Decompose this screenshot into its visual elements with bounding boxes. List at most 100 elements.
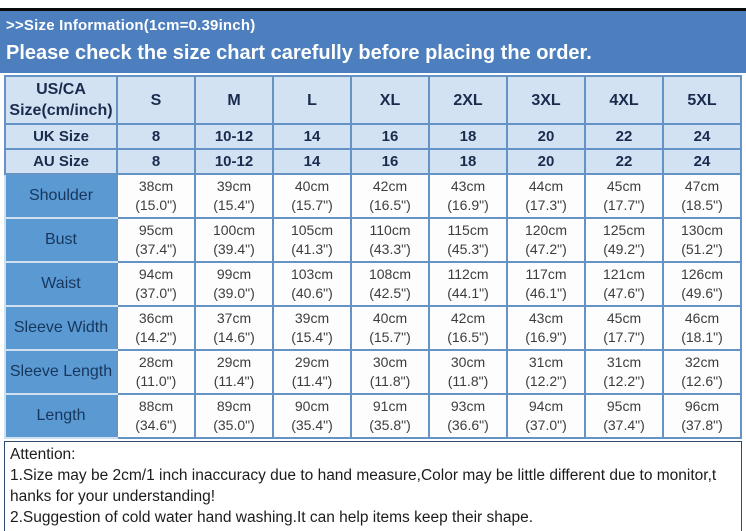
measurement-cell: 103cm (40.6") <box>272 261 352 307</box>
measurement-cell: 88cm (34.6") <box>116 393 196 439</box>
cm-value: 94cm <box>528 398 564 414</box>
cm-value: 47cm <box>684 178 720 194</box>
banner-subtitle: Please check the size chart carefully be… <box>6 42 592 64</box>
measurement-cell: 91cm (35.8") <box>350 393 430 439</box>
measurement-cell: 99cm (39.0") <box>194 261 274 307</box>
measurement-cell: 126cm (49.6") <box>662 261 742 307</box>
inch-value: (15.7") <box>291 197 333 213</box>
size-value-cell: 8 <box>116 148 196 175</box>
measurement-cell: 108cm (42.5") <box>350 261 430 307</box>
measurement-label: Length <box>4 393 118 439</box>
inch-value: (47.6") <box>603 285 645 301</box>
inch-value: (18.1") <box>681 329 723 345</box>
measurement-cell: 93cm (36.6") <box>428 393 508 439</box>
measurement-cell: 120cm (47.2") <box>506 217 586 263</box>
measurement-cell: 130cm (51.2") <box>662 217 742 263</box>
size-value-cell: 10-12 <box>194 148 274 175</box>
cm-value: 110cm <box>369 222 411 238</box>
inch-value: (47.2") <box>525 241 567 257</box>
measurement-cell: 43cm (16.9") <box>506 305 586 351</box>
size-value-cell: 14 <box>272 148 352 175</box>
measurement-cell: 30cm (11.8") <box>428 349 508 395</box>
inch-value: (17.7") <box>603 329 645 345</box>
size-value-cell: 18 <box>428 123 508 150</box>
cm-value: 94cm <box>138 266 174 282</box>
measurement-row: Bust 95cm (37.4") 100cm (39.4") 105cm (41.3") 1… <box>4 217 742 263</box>
inch-value: (35.0") <box>213 417 255 433</box>
inch-value: (15.4") <box>213 197 255 213</box>
attention-line-3: 2.Suggestion of cold water hand washing.… <box>10 509 534 526</box>
measurement-cell: 31cm (12.2") <box>584 349 664 395</box>
cm-value: 39cm <box>216 178 252 194</box>
cm-value: 28cm <box>138 354 174 370</box>
cm-value: 42cm <box>450 310 486 326</box>
measurement-cell: 96cm (37.8") <box>662 393 742 439</box>
size-value-cell: 24 <box>662 148 742 175</box>
cm-value: 121cm <box>602 266 646 282</box>
corner-header-cell: US/CA Size(cm/inch) <box>4 75 118 125</box>
size-value-cell: 20 <box>506 123 586 150</box>
size-column-header: L <box>272 75 352 125</box>
size-value-cell: 22 <box>584 123 664 150</box>
inch-value: (12.2") <box>525 373 567 389</box>
inch-value: (49.2") <box>603 241 645 257</box>
inch-value: (51.2") <box>681 241 723 257</box>
size-value-cell: 20 <box>506 148 586 175</box>
measurement-label: Sleeve Width <box>4 305 118 351</box>
size-value-cell: 14 <box>272 123 352 150</box>
cm-value: 126cm <box>680 266 724 282</box>
measurement-label: Waist <box>4 261 118 307</box>
size-value-cell: 24 <box>662 123 742 150</box>
size-column-header: 4XL <box>584 75 664 125</box>
cm-value: 45cm <box>606 310 642 326</box>
measurement-row: Length 88cm (34.6") 89cm (35.0") 90cm (35.4") 9… <box>4 393 742 439</box>
measurement-row: Sleeve Length 28cm (11.0") 29cm (11.4") 29cm (… <box>4 349 742 395</box>
inch-value: (49.6") <box>681 285 723 301</box>
inch-value: (41.3") <box>291 241 333 257</box>
inch-value: (43.3") <box>369 241 411 257</box>
cm-value: 112cm <box>447 266 489 282</box>
size-value-cell: 8 <box>116 123 196 150</box>
measurement-cell: 28cm (11.0") <box>116 349 196 395</box>
measurement-cell: 40cm (15.7") <box>272 173 352 219</box>
cm-value: 96cm <box>684 398 720 414</box>
corner-header-line2: Size(cm/inch) <box>9 102 113 119</box>
size-header-row: US/CA Size(cm/inch) S M L XL 2XL 3XL 4XL 5XL <box>4 75 742 125</box>
cm-value: 29cm <box>294 354 330 370</box>
inch-value: (18.5") <box>681 197 723 213</box>
inch-value: (14.6") <box>213 329 255 345</box>
inch-value: (37.4") <box>135 241 177 257</box>
cm-value: 93cm <box>450 398 486 414</box>
cm-value: 99cm <box>216 266 252 282</box>
size-column-header: 5XL <box>662 75 742 125</box>
inch-value: (11.8") <box>447 373 489 389</box>
inch-value: (36.6") <box>447 417 489 433</box>
cm-value: 95cm <box>606 398 642 414</box>
inch-value: (37.0") <box>135 285 177 301</box>
measurement-label: Shoulder <box>4 173 118 219</box>
size-column-header: 2XL <box>428 75 508 125</box>
inch-value: (16.9") <box>525 329 567 345</box>
cm-value: 40cm <box>294 178 330 194</box>
size-column-header: XL <box>350 75 430 125</box>
inch-value: (11.0") <box>135 373 177 389</box>
size-value-cell: 22 <box>584 148 664 175</box>
inch-value: (17.7") <box>603 197 645 213</box>
measurement-cell: 38cm (15.0") <box>116 173 196 219</box>
inch-value: (40.6") <box>291 285 333 301</box>
measurement-cell: 36cm (14.2") <box>116 305 196 351</box>
uk-size-label: UK Size <box>4 123 118 150</box>
cm-value: 43cm <box>528 310 564 326</box>
inch-value: (46.1") <box>525 285 567 301</box>
cm-value: 45cm <box>606 178 642 194</box>
inch-value: (37.8") <box>681 417 723 433</box>
inch-value: (11.4") <box>213 373 255 389</box>
cm-value: 39cm <box>294 310 330 326</box>
cm-value: 44cm <box>528 178 564 194</box>
inch-value: (37.4") <box>603 417 645 433</box>
cm-value: 89cm <box>216 398 252 414</box>
size-column-header: M <box>194 75 274 125</box>
inch-value: (15.7") <box>369 329 411 345</box>
inch-value: (11.8") <box>369 373 411 389</box>
inch-value: (15.4") <box>291 329 333 345</box>
